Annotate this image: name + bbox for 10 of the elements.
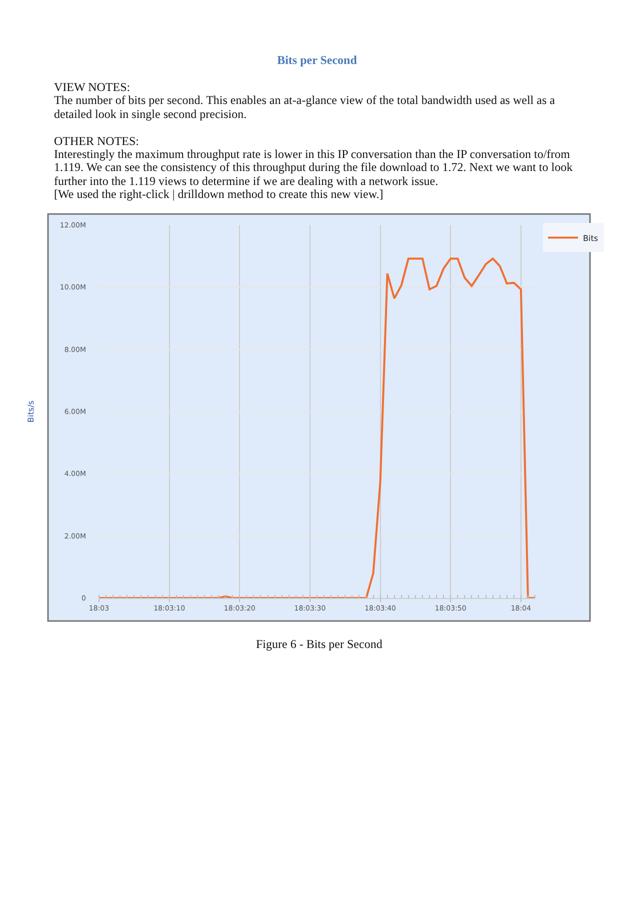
text: Interestingly the maximum throughput rate is lower in this IP conversation than the IP conversation to/from 1.119. We can see the consistency of this throughput during the file download to 1.72. Next we want to look further into the 1.119 views to determine if we are dealing with a network issue. xyxy=(54,147,573,188)
legend-label: Bits xyxy=(583,234,598,243)
text: [We used the right-click | drilldown method to create this new view.] xyxy=(54,187,384,201)
chart-title: Bits per Second xyxy=(277,53,358,68)
text: OTHER NOTES: xyxy=(54,134,139,148)
line-series xyxy=(99,258,535,598)
caption: Figure 6 - Bits per Second xyxy=(256,637,382,651)
y-axis-title: Bits/s xyxy=(26,400,36,422)
text: VIEW NOTES: xyxy=(54,80,130,94)
text: The number of bits per second. This enables an at-a-glance view of the total bandwidth used as well as a detailed look in single second precision. xyxy=(54,93,556,121)
